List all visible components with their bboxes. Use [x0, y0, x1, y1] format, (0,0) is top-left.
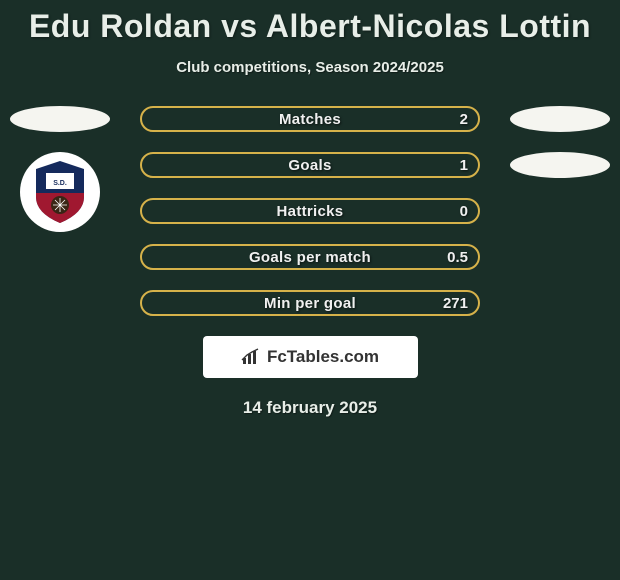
stat-row-matches: Matches 2	[140, 106, 480, 132]
stat-value-right: 2	[460, 111, 468, 128]
player-left-club-badge: S.D.	[20, 152, 100, 232]
stat-row-gpm: Goals per match 0.5	[140, 244, 480, 270]
svg-text:S.D.: S.D.	[53, 180, 67, 187]
club-shield-icon: S.D.	[32, 159, 88, 225]
subtitle: Club competitions, Season 2024/2025	[0, 59, 620, 76]
stat-row-goals: Goals 1	[140, 152, 480, 178]
player-right-club-badge	[510, 152, 610, 178]
bar-chart-icon	[241, 348, 261, 366]
stat-value-right: 0.5	[447, 249, 468, 266]
content-area: S.D. Matches 2 Goals 1 Hattricks 0 Goals…	[0, 106, 620, 418]
stat-label: Goals per match	[142, 249, 478, 266]
left-player-badges: S.D.	[10, 106, 110, 232]
player-right-nation-badge	[510, 106, 610, 132]
stat-value-right: 271	[443, 295, 468, 312]
stat-value-right: 0	[460, 203, 468, 220]
stat-label: Hattricks	[142, 203, 478, 220]
stat-value-right: 1	[460, 157, 468, 174]
brand-footer[interactable]: FcTables.com	[203, 336, 418, 378]
player-left-nation-badge	[10, 106, 110, 132]
stat-label: Goals	[142, 157, 478, 174]
stat-row-mpg: Min per goal 271	[140, 290, 480, 316]
brand-text: FcTables.com	[267, 347, 379, 367]
date-text: 14 february 2025	[0, 398, 620, 418]
stats-column: Matches 2 Goals 1 Hattricks 0 Goals per …	[140, 106, 480, 316]
stat-label: Matches	[142, 111, 478, 128]
stat-label: Min per goal	[142, 295, 478, 312]
right-player-badges	[510, 106, 610, 198]
stat-row-hattricks: Hattricks 0	[140, 198, 480, 224]
page-title: Edu Roldan vs Albert-Nicolas Lottin	[0, 0, 620, 45]
